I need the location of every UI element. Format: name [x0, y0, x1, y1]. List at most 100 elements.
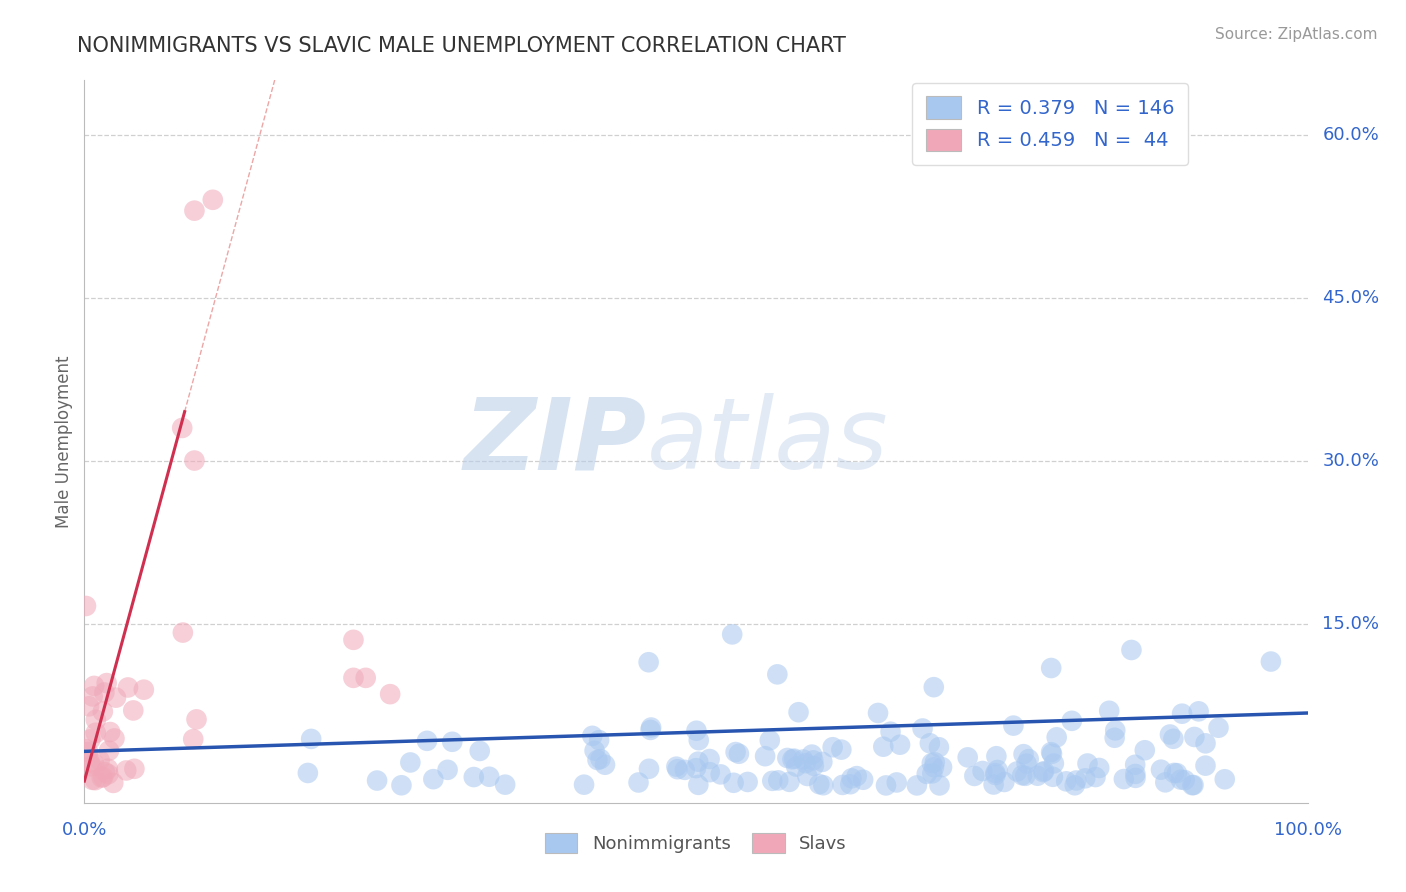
Point: [721, 627, 744, 641]
Point: [889, 738, 911, 752]
Point: [1182, 730, 1205, 744]
Point: [79, 756, 101, 770]
Point: [79, 732, 101, 747]
Point: [845, 769, 868, 783]
Point: [627, 775, 650, 789]
Point: [104, 690, 127, 705]
Point: [723, 776, 745, 790]
Point: [911, 722, 934, 736]
Point: [922, 680, 945, 694]
Point: [75, 742, 97, 756]
Point: [1133, 743, 1156, 757]
Point: [297, 766, 319, 780]
Point: [640, 721, 662, 735]
Point: [918, 736, 941, 750]
Point: [811, 755, 834, 769]
Point: [97, 767, 120, 781]
Point: [787, 705, 810, 719]
Point: [852, 772, 875, 787]
Point: [1076, 756, 1098, 771]
Point: [77, 745, 100, 759]
Point: [1166, 766, 1188, 780]
Point: [640, 723, 662, 737]
Point: [801, 753, 824, 767]
Point: [1171, 706, 1194, 721]
Point: [1170, 772, 1192, 787]
Point: [796, 769, 818, 783]
Point: [593, 757, 616, 772]
Point: [181, 732, 204, 747]
Point: [921, 766, 943, 780]
Point: [183, 453, 205, 467]
Point: [103, 731, 125, 746]
Point: [1125, 771, 1147, 785]
Point: [808, 777, 831, 791]
Point: [436, 763, 458, 777]
Point: [766, 667, 789, 681]
Point: [124, 762, 146, 776]
Point: [84, 713, 107, 727]
Point: [1040, 661, 1063, 675]
Point: [1026, 769, 1049, 783]
Point: [83, 756, 105, 771]
Point: [1260, 655, 1282, 669]
Point: [831, 778, 853, 792]
Point: [782, 752, 804, 766]
Point: [463, 770, 485, 784]
Point: [91, 705, 114, 719]
Point: [800, 747, 823, 762]
Point: [98, 744, 121, 758]
Point: [115, 764, 138, 778]
Point: [984, 768, 1007, 782]
Point: [84, 726, 107, 740]
Point: [416, 734, 439, 748]
Point: [688, 755, 710, 769]
Point: [963, 769, 986, 783]
Text: 0.0%: 0.0%: [62, 821, 107, 838]
Text: NONIMMIGRANTS VS SLAVIC MALE UNEMPLOYMENT CORRELATION CHART: NONIMMIGRANTS VS SLAVIC MALE UNEMPLOYMEN…: [77, 36, 846, 55]
Point: [80, 759, 103, 773]
Point: [91, 770, 114, 784]
Point: [1032, 765, 1054, 780]
Text: 15.0%: 15.0%: [1322, 615, 1379, 632]
Point: [172, 625, 194, 640]
Point: [915, 767, 938, 781]
Text: Source: ZipAtlas.com: Source: ZipAtlas.com: [1215, 27, 1378, 42]
Point: [813, 778, 835, 792]
Point: [83, 679, 105, 693]
Point: [956, 750, 979, 764]
Point: [1033, 764, 1056, 779]
Point: [1121, 643, 1143, 657]
Point: [98, 725, 121, 739]
Point: [586, 753, 609, 767]
Point: [82, 690, 104, 704]
Y-axis label: Male Unemployment: Male Unemployment: [55, 355, 73, 528]
Point: [172, 421, 194, 435]
Point: [1046, 731, 1069, 745]
Point: [905, 779, 928, 793]
Point: [710, 767, 733, 781]
Point: [1040, 747, 1063, 761]
Point: [1174, 773, 1197, 788]
Point: [1064, 773, 1087, 788]
Point: [93, 685, 115, 699]
Point: [785, 759, 807, 773]
Point: [972, 764, 994, 778]
Point: [572, 778, 595, 792]
Text: 60.0%: 60.0%: [1322, 126, 1379, 144]
Point: [993, 775, 1015, 789]
Text: ZIP: ZIP: [464, 393, 647, 490]
Point: [879, 724, 901, 739]
Point: [1043, 756, 1066, 771]
Point: [1040, 745, 1063, 759]
Point: [986, 749, 1008, 764]
Point: [380, 687, 402, 701]
Point: [792, 752, 814, 766]
Point: [1005, 764, 1028, 779]
Point: [688, 733, 710, 747]
Point: [391, 778, 413, 792]
Point: [983, 777, 1005, 791]
Point: [875, 779, 897, 793]
Point: [685, 761, 707, 775]
Point: [931, 760, 953, 774]
